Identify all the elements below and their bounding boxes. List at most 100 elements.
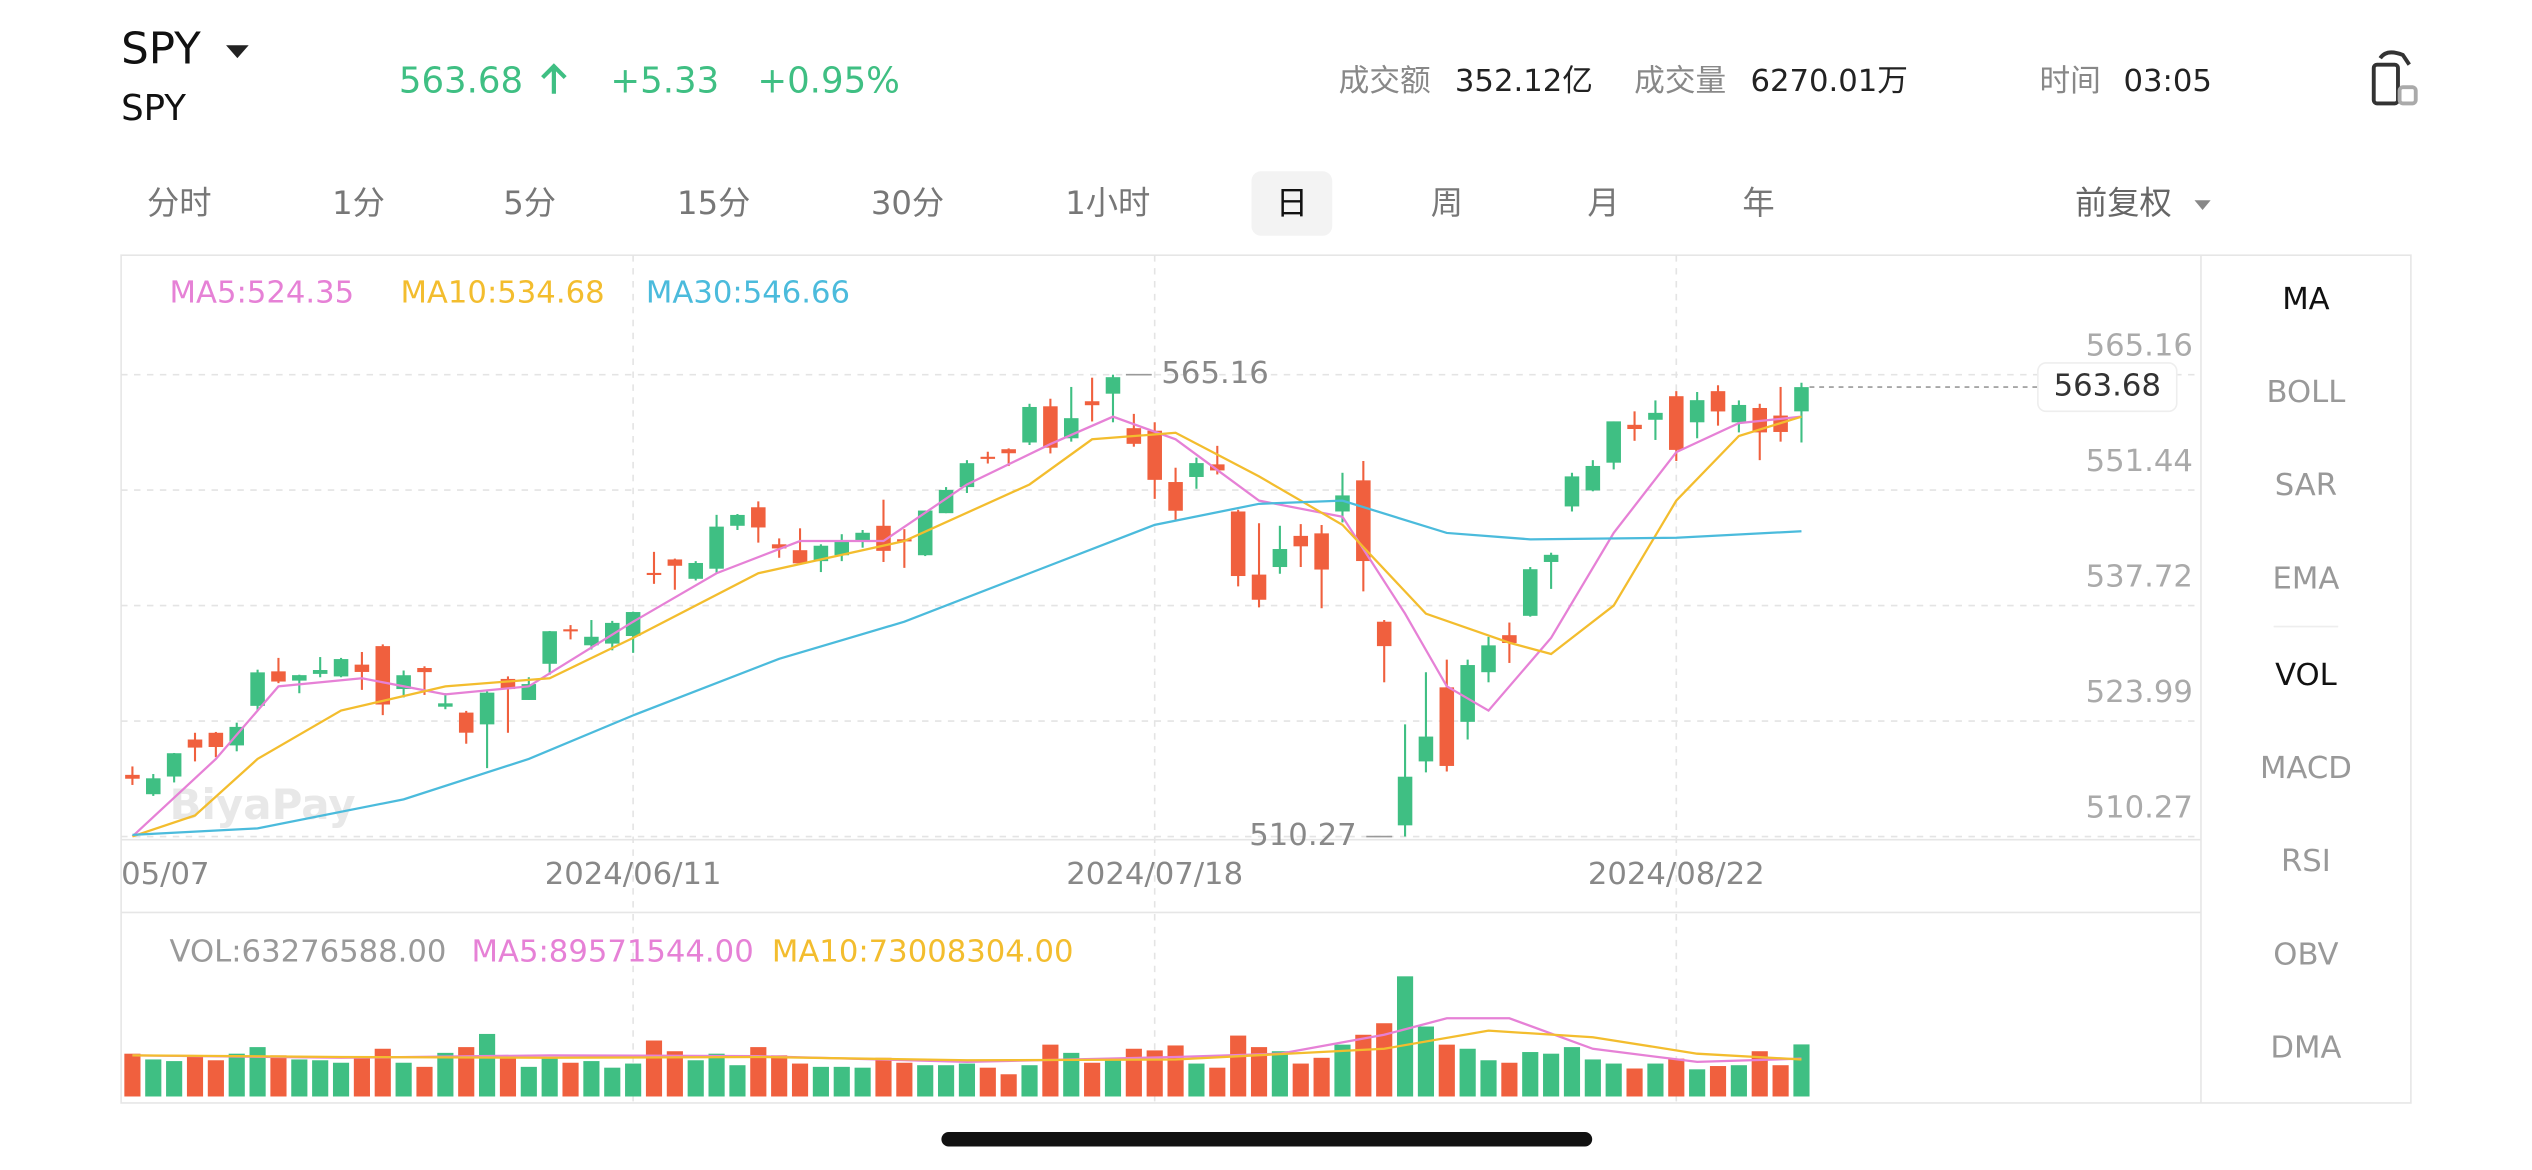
dropdown-icon[interactable] (226, 45, 249, 59)
volume-bar (1334, 1044, 1351, 1097)
volume-bar (1209, 1067, 1226, 1097)
candle-body (667, 559, 683, 566)
candle-body (646, 572, 662, 576)
rotate-button[interactable] (2371, 50, 2418, 106)
volume-bar (1376, 1023, 1393, 1097)
low-marker-label: 510.27 (1249, 818, 1356, 853)
candle-body (187, 739, 203, 748)
volume-bar (666, 1051, 683, 1097)
period-tab[interactable]: 5分 (503, 184, 556, 222)
volume-bar (833, 1066, 850, 1097)
indicator-button[interactable]: SAR (2275, 468, 2337, 503)
volume-bar (1751, 1051, 1768, 1097)
y-tick-label: 565.16 (2086, 329, 2193, 364)
candle-body (1210, 464, 1225, 471)
turnover: 352.12亿 (1455, 64, 1593, 99)
indicator-button[interactable]: VOL (2275, 658, 2337, 693)
candle-body (584, 636, 599, 646)
high-marker-label: 565.16 (1161, 356, 1268, 391)
candle-body (1356, 480, 1371, 562)
candle-body (500, 678, 516, 690)
period-tab[interactable]: 日 (1276, 184, 1308, 222)
x-tick-label: 2024/06/11 (545, 857, 722, 892)
candle-body (1460, 665, 1475, 722)
up-arrow (541, 63, 567, 94)
adjust-selector[interactable]: 前复权 (2075, 184, 2211, 222)
dropdown-icon[interactable] (2194, 200, 2211, 210)
symbol[interactable]: SPY (121, 25, 201, 75)
volume-bar (124, 1053, 141, 1097)
volume-bar (166, 1061, 183, 1097)
period-tab[interactable]: 15分 (677, 184, 750, 222)
candle-body (1147, 430, 1162, 480)
candle-body (1543, 554, 1559, 562)
candle-body (1230, 511, 1246, 577)
candle-body (1481, 645, 1496, 673)
volume-bar (332, 1062, 350, 1097)
period-tab[interactable]: 分时 (147, 184, 212, 222)
ma-line (131, 415, 1802, 838)
period-tab[interactable]: 月 (1587, 184, 1619, 222)
candle-body (1314, 533, 1329, 570)
candle-body (1376, 621, 1392, 647)
candle-body (166, 753, 182, 777)
rotate-icon[interactable] (2371, 62, 2400, 106)
candle-body (438, 703, 453, 707)
period-tab[interactable]: 1分 (332, 184, 385, 222)
candle-body (1251, 574, 1267, 600)
volume-bar (1292, 1063, 1309, 1097)
candle-body (771, 544, 787, 549)
candle-body (1710, 391, 1726, 412)
volume-bar (1543, 1053, 1560, 1097)
indicator-button[interactable]: EMA (2273, 561, 2340, 596)
candle-body (1564, 476, 1580, 507)
period-tab[interactable]: 周 (1431, 184, 1463, 222)
indicator-list: MA BOLL SAR EMA VOL MACD RSI OBV DMA (2260, 282, 2352, 1066)
candle-body (354, 664, 370, 672)
volume-label: 成交量 (1634, 64, 1726, 99)
rotate-icon-back[interactable] (2397, 85, 2418, 106)
volume-bar (979, 1067, 996, 1097)
adjust[interactable]: 前复权 (2075, 184, 2172, 222)
tab-selected-bg[interactable] (1251, 171, 1333, 236)
candle-body (1606, 421, 1621, 463)
rotate-arrow[interactable] (2378, 50, 2411, 66)
candle-body (917, 510, 933, 556)
candle-body (855, 532, 870, 541)
volume-bar (1417, 1026, 1435, 1097)
ma-line (132, 1029, 1802, 1062)
period-tab[interactable]: 1小时 (1065, 184, 1150, 222)
indicator-button[interactable]: DMA (2270, 1031, 2341, 1066)
volume-bar (1647, 1063, 1664, 1097)
indicator-button[interactable]: RSI (2281, 844, 2331, 879)
volume-legend: VOL:63276588.00 (170, 934, 447, 969)
candle-body (730, 514, 745, 526)
volume-bar (1438, 1044, 1455, 1097)
candle-body (980, 456, 996, 459)
candle-body (563, 629, 578, 632)
volume-bar (875, 1057, 892, 1097)
volume-bar (374, 1048, 391, 1097)
indicator-button[interactable]: MA (2282, 282, 2329, 317)
legend-item: MA10:73008304.00 (772, 934, 1074, 969)
volume-bar (1668, 1058, 1685, 1097)
indicator-button[interactable]: MACD (2260, 751, 2352, 786)
candle-body (1084, 401, 1100, 406)
chart-frame (120, 254, 2412, 1104)
volume-bar (1000, 1074, 1017, 1097)
candle-body (625, 612, 641, 637)
volume-bar (708, 1053, 725, 1097)
volume-bar (312, 1060, 329, 1097)
candle-body (688, 562, 703, 579)
volume-bar (416, 1066, 433, 1097)
symbol-selector[interactable]: SPY (121, 25, 249, 75)
home-indicator (941, 1132, 1593, 1147)
volume-bar (1772, 1065, 1789, 1097)
volume-bar (228, 1053, 245, 1097)
indicator-button[interactable]: OBV (2273, 937, 2338, 972)
period-tab[interactable]: 30分 (871, 184, 944, 222)
indicator-button[interactable]: BOLL (2267, 375, 2346, 410)
period-tab[interactable]: 年 (1742, 184, 1774, 222)
last-price-box (2037, 362, 2178, 413)
